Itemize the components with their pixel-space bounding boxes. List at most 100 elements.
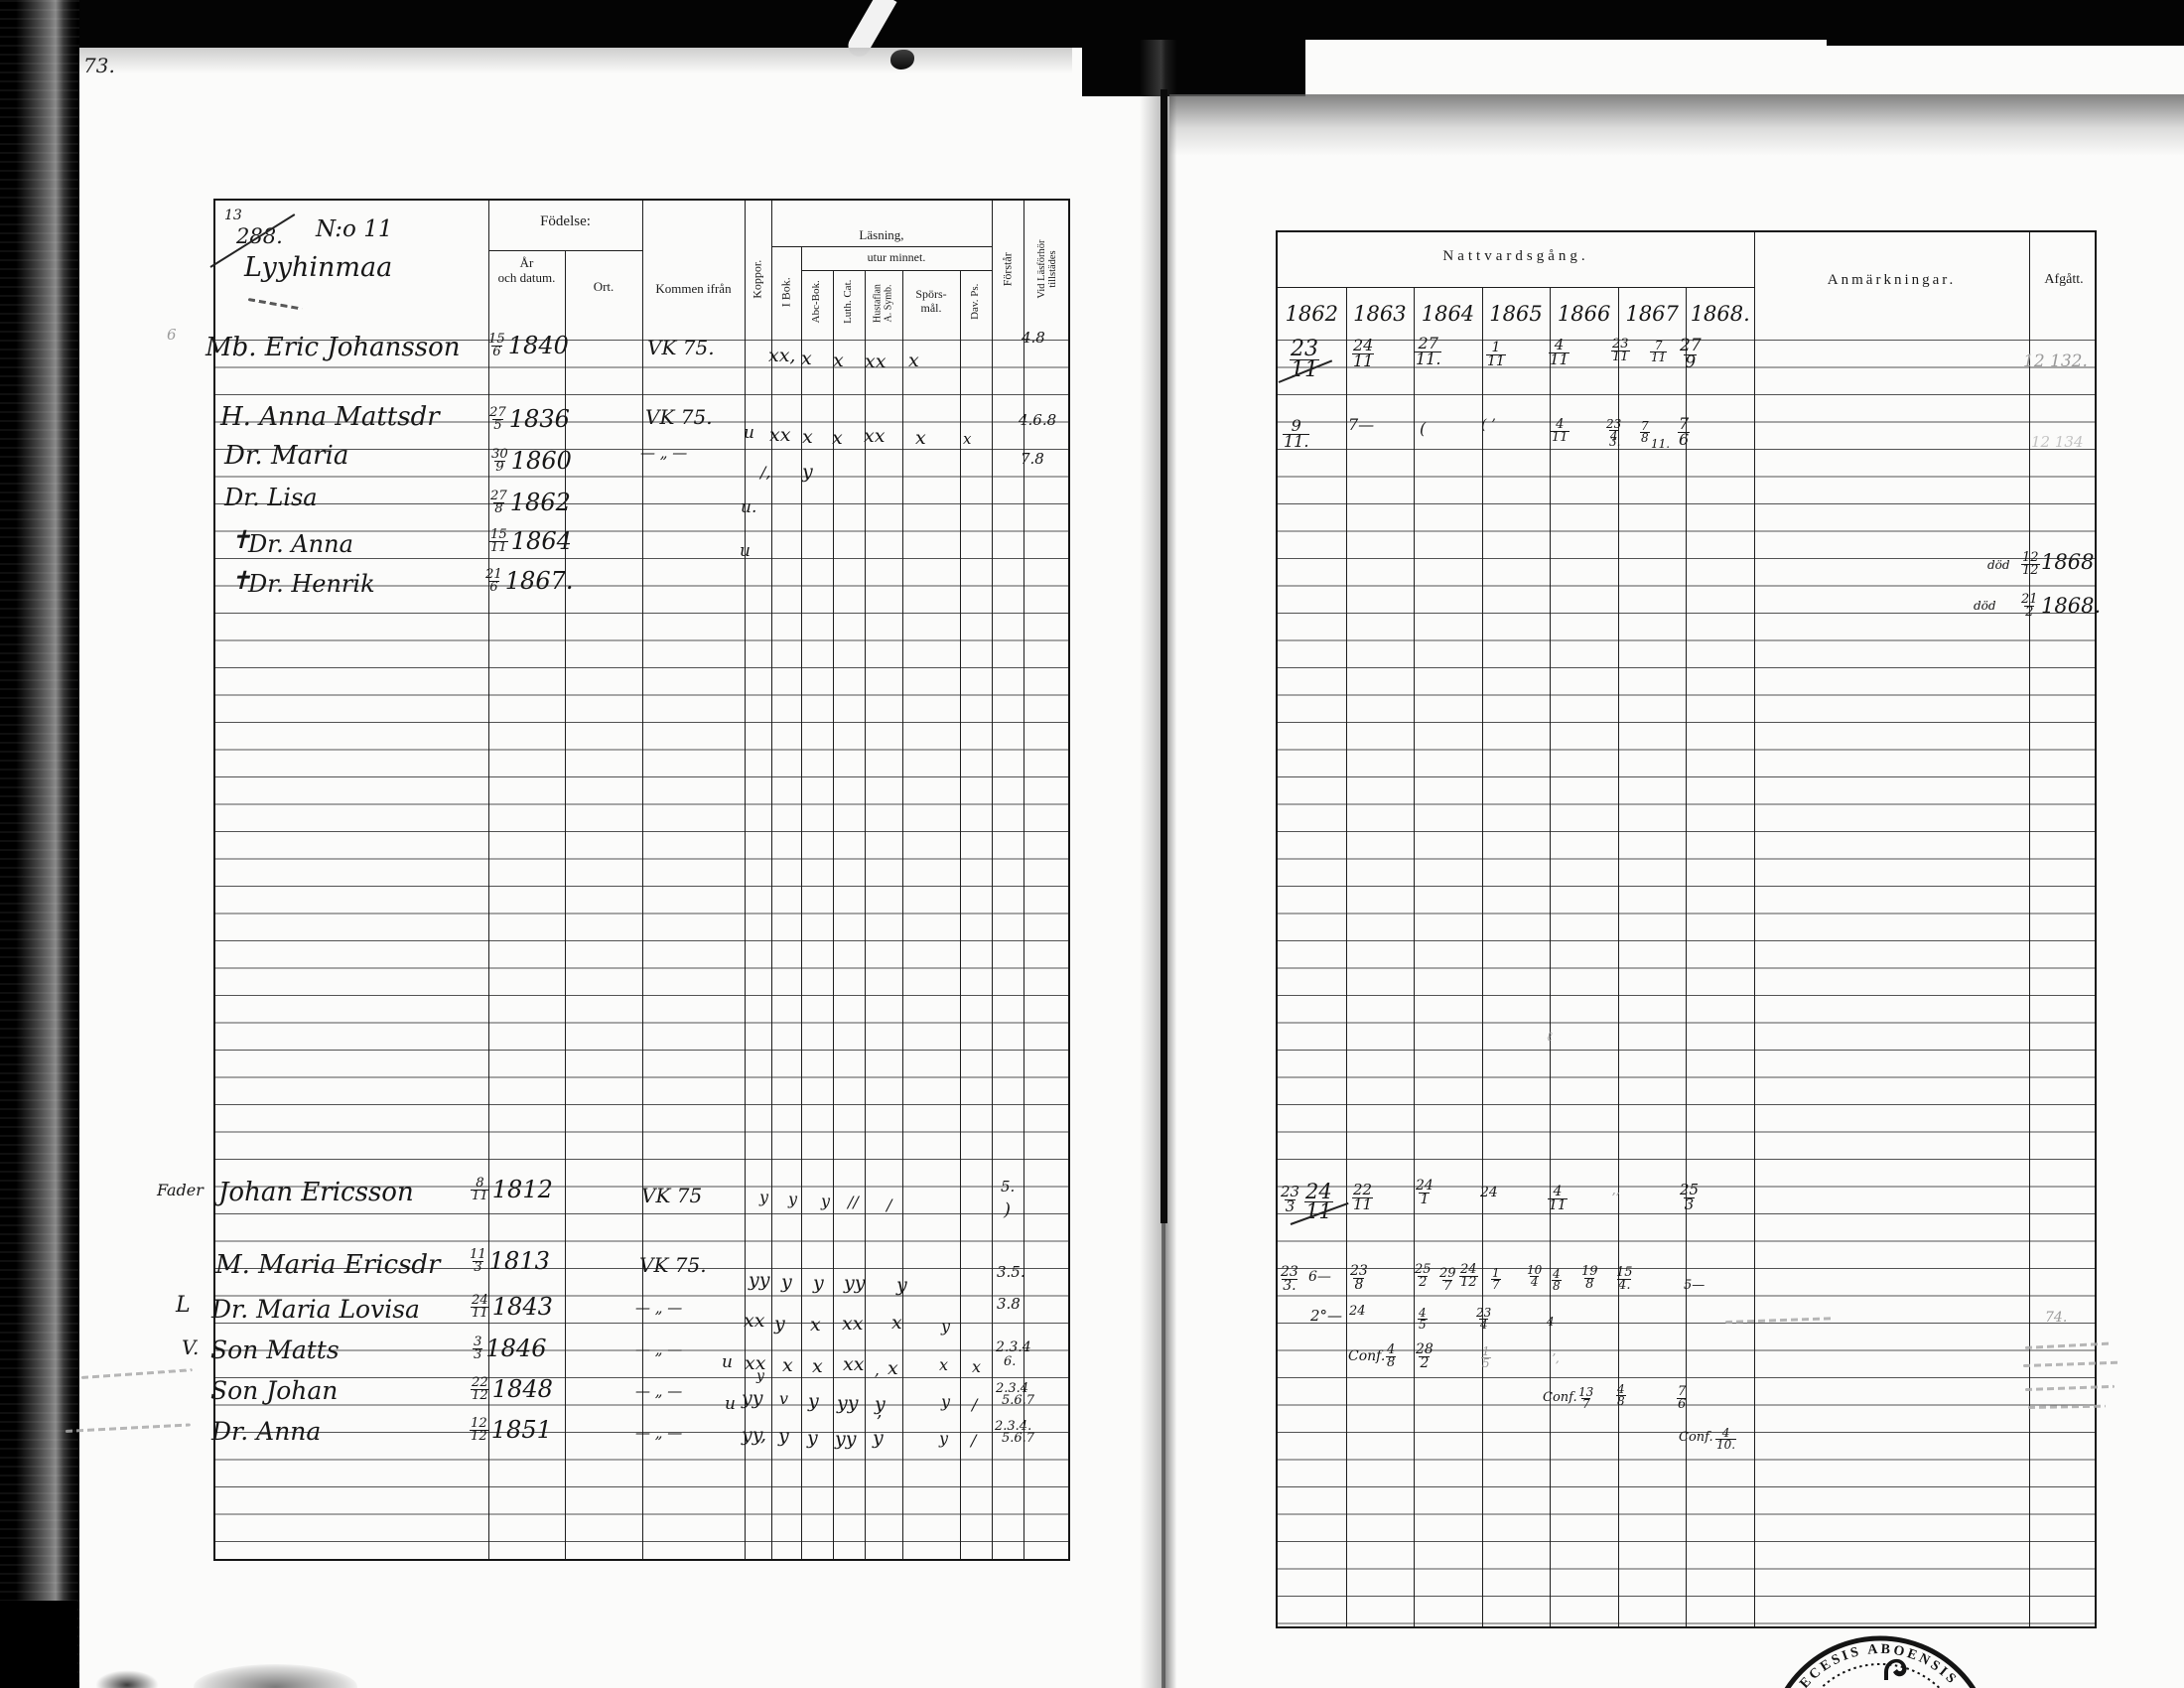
communion-table: Nattvardsgång. 1862 1863 1864 1865 1866 1867 1… <box>1276 230 2097 1628</box>
reading-mark: yy, <box>742 1424 766 1446</box>
departure-year: 1868 <box>2041 550 2095 574</box>
person-name: Dr. Henrik <box>248 570 375 598</box>
communion-date: 7— <box>1348 415 1375 434</box>
birth-date: 15 6 1840 <box>488 332 569 360</box>
reading-mark: y <box>939 1429 949 1448</box>
reading-mark: y <box>941 1317 951 1336</box>
reading-mark: yy <box>844 1272 866 1294</box>
communion-date: 24 1 <box>1416 1178 1433 1207</box>
communion-date: 2°— <box>1310 1307 1343 1325</box>
reference-note: 12 132. <box>2023 352 2088 371</box>
attendance-note: 7.8 <box>1021 450 1044 468</box>
communion-date: 4 11 <box>1548 1184 1568 1213</box>
column-line <box>1550 287 1552 1626</box>
communion-date: 27 9 <box>1680 336 1702 372</box>
cross-mark: ✝ <box>230 525 251 554</box>
flourish: ) <box>1004 1199 1012 1220</box>
smallpox-mark: u <box>744 423 754 443</box>
departure-date: 21 2 <box>2021 592 2038 620</box>
communion-date: 23 4 <box>1476 1306 1492 1333</box>
margin-note: L <box>176 1293 191 1318</box>
birth-date: 27 8 1862 <box>490 489 571 517</box>
communion-date: 22 11 <box>1352 1181 1374 1213</box>
reading-mark: x <box>782 1354 793 1376</box>
reading-mark: y <box>821 1192 831 1210</box>
reading-mark: x <box>972 1357 982 1376</box>
column-line <box>902 270 903 1559</box>
communion-date: 9 11. <box>1283 416 1310 451</box>
column-line <box>642 201 643 1559</box>
attendance-note: 4.8 <box>1022 329 1045 347</box>
communion-date: ( ʼ <box>1481 417 1496 433</box>
communion-date: 4 10. <box>1715 1426 1737 1453</box>
stray-mark: ʼ <box>876 1412 882 1433</box>
birth-date: 11 3 1813 <box>470 1247 550 1276</box>
birth-date: 21 6 1867. <box>485 567 574 596</box>
stray-mark: ʼ <box>874 1370 880 1389</box>
scan-smudge <box>95 1670 159 1688</box>
reading-mark: x <box>915 427 926 449</box>
attendance-note: 5. <box>1001 1178 1016 1196</box>
reading-mark: yy <box>835 1428 857 1450</box>
birth-date: 12 12 1851 <box>470 1416 552 1445</box>
reading-mark: y <box>808 1390 819 1412</box>
scan-shading <box>79 48 1072 73</box>
column-line <box>1481 287 1483 1626</box>
person-name: Dr. Maria <box>224 441 349 471</box>
column-line <box>488 201 489 1559</box>
attendance-note: 3.8 <box>997 1295 1021 1313</box>
departure-date: 12 12 <box>2021 550 2040 578</box>
reference-note: 12 134 <box>2031 433 2084 451</box>
reading-mark: y <box>756 1368 764 1384</box>
page-number: 73. <box>83 54 115 77</box>
person-name: Dr. Maria Lovisa <box>211 1295 420 1324</box>
communion-date: ʼʼ <box>1611 1192 1620 1206</box>
scan-black-band <box>1827 0 2184 46</box>
header-nattvardsgang: Nattvardsgång. <box>1442 248 1589 264</box>
smallpox-mark: u <box>740 541 751 561</box>
reading-mark: / <box>971 1431 977 1450</box>
header-line <box>1278 287 1754 288</box>
reading-mark: // <box>848 1193 859 1211</box>
communion-date: 5— <box>1684 1278 1706 1293</box>
birth-date: 15 11 1864 <box>489 527 572 556</box>
departure-year: 1868. <box>2041 594 2102 618</box>
communion-date: 28 2 <box>1416 1341 1433 1371</box>
person-name: Son Johan <box>210 1376 339 1405</box>
village-flourish <box>247 298 303 311</box>
communion-date: 23 3. <box>1281 1264 1298 1294</box>
attendance-note: 6. <box>1004 1354 1017 1369</box>
person-name: M. Maria Ericsdr <box>215 1250 441 1280</box>
smallpox-mark: u. <box>741 497 757 517</box>
column-line <box>865 270 866 1559</box>
departure-note: 74. <box>2045 1310 2068 1326</box>
confirmation-note: Conf. <box>1543 1390 1577 1405</box>
communion-date: 10 4 <box>1527 1263 1543 1290</box>
ditto-mark: — „ — <box>635 1424 683 1442</box>
reading-mark: x <box>832 427 843 449</box>
person-name: Son Matts <box>210 1336 340 1364</box>
attendance-note: 2.3.4 <box>996 1381 1029 1396</box>
person-name: Dr. Lisa <box>224 484 318 511</box>
reading-mark: xx <box>843 1353 865 1375</box>
reading-mark: x <box>963 430 972 448</box>
communion-date: 25 2 <box>1415 1262 1432 1290</box>
corner-no: N:o 11 <box>316 216 393 242</box>
reading-mark: y <box>759 1188 769 1206</box>
village-name: Lyyhinmaa <box>244 252 393 283</box>
birth-date: 8 11 1812 <box>471 1176 553 1204</box>
reading-mark: x <box>810 1314 821 1336</box>
birth-date: 30 9 1860 <box>491 447 572 476</box>
communion-date: 29 7 <box>1439 1266 1456 1294</box>
communion-date: 4 11 <box>1551 417 1570 445</box>
communion-date: 15 4. <box>1616 1265 1633 1293</box>
margin-mark: 6 <box>167 326 177 344</box>
